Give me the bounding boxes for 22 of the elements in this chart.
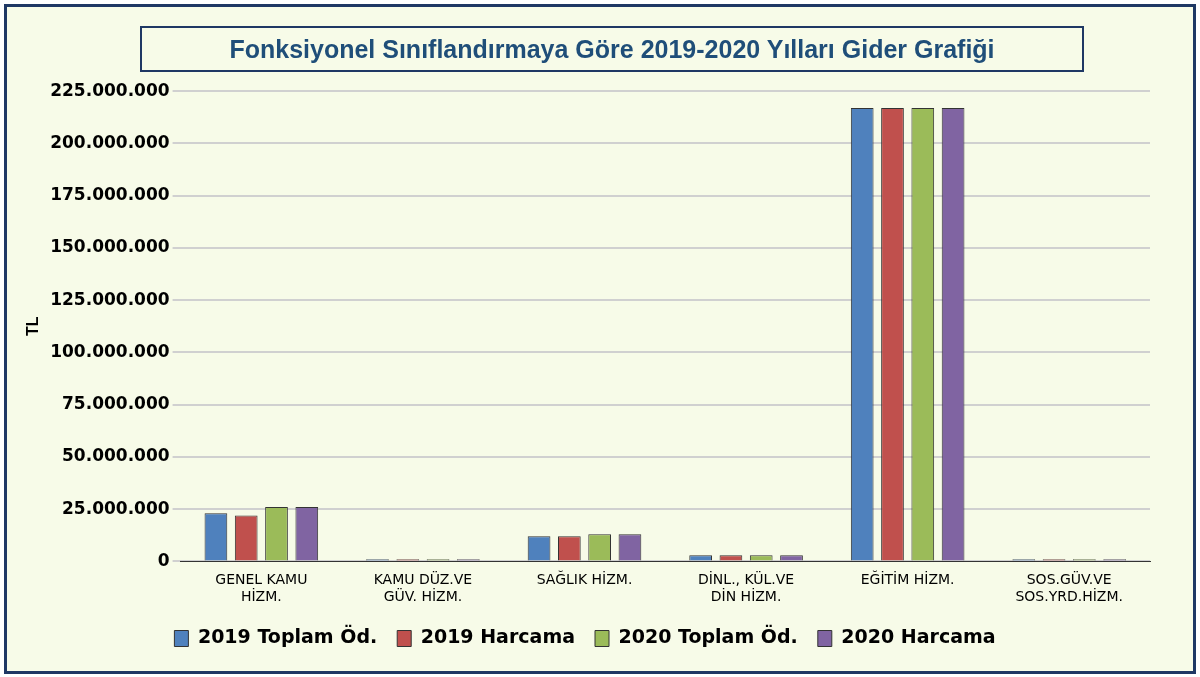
y-tick-label: 175.000.000 <box>50 184 170 205</box>
y-tick-label: 125.000.000 <box>50 288 170 309</box>
x-tick-label: EĞİTİM HİZM. <box>860 570 955 588</box>
x-tick-label: SAĞLIK HİZM. <box>536 570 633 588</box>
y-tick-label: 225.000.000 <box>50 79 170 100</box>
x-tick-label: GENEL KAMU HİZM. <box>215 571 308 605</box>
y-tick-label: 25.000.000 <box>62 497 170 518</box>
y-tick-label: 50.000.000 <box>62 445 170 466</box>
y-tick-label: 200.000.000 <box>50 131 170 152</box>
chart-title: Fonksiyonel Sınıflandırmaya Göre 2019-2020 Yılları Gider Grafiği <box>140 26 1084 72</box>
y-axis-title: TL <box>24 316 42 337</box>
y-tick-label: 100.000.000 <box>50 340 170 361</box>
y-tick-label: 0 <box>157 549 170 570</box>
legend-label: 2019 Harcama <box>420 625 576 648</box>
x-tick-label: DİNL., KÜL.VE DİN HİZM. <box>697 570 795 605</box>
x-tick-label: SOS.GÜV.VE SOS.YRD.HİZM. <box>1015 570 1123 605</box>
legend-label: 2019 Toplam Öd. <box>197 624 378 648</box>
y-tick-label: 150.000.000 <box>50 236 170 257</box>
legend-label: 2020 Harcama <box>841 625 996 648</box>
y-tick-label: 75.000.000 <box>62 393 170 414</box>
x-tick-label: KAMU DÜZ.VE GÜV. HİZM. <box>373 570 473 605</box>
legend-label: 2020 Toplam Öd. <box>618 624 798 648</box>
